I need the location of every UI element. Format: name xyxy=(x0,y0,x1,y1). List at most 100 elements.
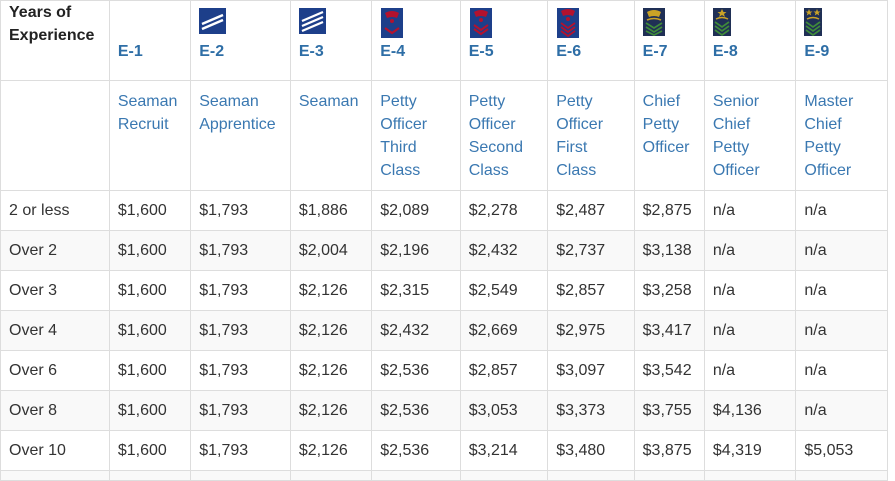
table-row-partial xyxy=(0,470,888,481)
grade-title-e5: Petty Officer Second Class xyxy=(459,80,549,191)
pay-cell: n/a xyxy=(795,390,888,431)
pay-cell: $1,600 xyxy=(108,350,192,391)
grade-code: E-6 xyxy=(556,43,582,60)
pay-cell: n/a xyxy=(795,230,888,271)
pay-cell: $1,793 xyxy=(190,190,291,231)
years-cell: Over 10 xyxy=(0,430,110,471)
table-row: Over 2 $1,600 $1,793 $2,004 $2,196 $2,43… xyxy=(0,230,888,271)
pay-cell: $3,258 xyxy=(633,270,705,311)
grade-header-e5: E-5 xyxy=(459,0,549,81)
senior-chief-petty-officer-icon xyxy=(712,8,731,36)
pay-cell: $2,004 xyxy=(289,230,373,271)
petty-officer-third-class-icon xyxy=(380,8,404,38)
pay-cell: $1,600 xyxy=(108,430,192,471)
years-cell: Over 3 xyxy=(0,270,110,311)
pay-cell: $1,793 xyxy=(190,350,291,391)
pay-cell: $3,097 xyxy=(547,350,635,391)
pay-cell: $2,536 xyxy=(371,350,461,391)
pay-cell: $1,793 xyxy=(190,430,291,471)
grade-header-e2: E-2 xyxy=(190,0,291,81)
pay-cell: n/a xyxy=(703,310,797,351)
pay-cell: $4,136 xyxy=(703,390,797,431)
grade-header-e7: E-7 xyxy=(633,0,705,81)
grade-title-e8: Senior Chief Petty Officer xyxy=(703,80,797,191)
pay-cell: $3,373 xyxy=(547,390,635,431)
grade-code: E-3 xyxy=(298,43,324,60)
two-stripe-icon xyxy=(199,8,227,34)
pay-cell: $1,793 xyxy=(190,230,291,271)
pay-cell: $2,126 xyxy=(289,310,373,351)
pay-cell: $3,755 xyxy=(633,390,705,431)
chief-petty-officer-icon xyxy=(642,8,665,36)
grade-header-e9: E-9 xyxy=(795,0,888,81)
pay-cell: $2,126 xyxy=(289,390,373,431)
pay-cell: $3,542 xyxy=(633,350,705,391)
table-row: Over 3 $1,600 $1,793 $2,126 $2,315 $2,54… xyxy=(0,270,888,311)
grade-header-row: Years of Experience E-1 E-2 xyxy=(0,0,888,81)
grade-header-e1: E-1 xyxy=(108,0,192,81)
pay-cell: $2,857 xyxy=(459,350,549,391)
pay-cell: $2,536 xyxy=(371,390,461,431)
grade-title-e4: Petty Officer Third Class xyxy=(371,80,461,191)
pay-cell: $1,793 xyxy=(190,390,291,431)
pay-cell: $2,487 xyxy=(547,190,635,231)
table-row: Over 10 $1,600 $1,793 $2,126 $2,536 $3,2… xyxy=(0,430,888,471)
pay-cell: n/a xyxy=(703,350,797,391)
pay-cell: n/a xyxy=(703,190,797,231)
grade-title-e6: Petty Officer First Class xyxy=(547,80,635,191)
pay-cell: $3,875 xyxy=(633,430,705,471)
pay-cell: $2,089 xyxy=(371,190,461,231)
pay-cell: $2,737 xyxy=(547,230,635,271)
grade-header-e8: E-8 xyxy=(703,0,797,81)
pay-cell: n/a xyxy=(795,350,888,391)
grade-code: E-9 xyxy=(804,43,830,60)
grade-title-e7: Chief Petty Officer xyxy=(633,80,705,191)
master-chief-petty-officer-icon xyxy=(804,8,823,36)
grade-code: E-4 xyxy=(380,43,406,60)
table-row: 2 or less $1,600 $1,793 $1,886 $2,089 $2… xyxy=(0,190,888,231)
empty-cell xyxy=(0,80,110,191)
table-row: Over 4 $1,600 $1,793 $2,126 $2,432 $2,66… xyxy=(0,310,888,351)
pay-cell: $3,214 xyxy=(459,430,549,471)
pay-cell: $2,432 xyxy=(459,230,549,271)
pay-cell: n/a xyxy=(703,230,797,271)
pay-cell: $2,536 xyxy=(371,430,461,471)
years-cell: Over 2 xyxy=(0,230,110,271)
pay-cell: $3,417 xyxy=(633,310,705,351)
grade-code: E-5 xyxy=(468,43,494,60)
pay-cell: $3,138 xyxy=(633,230,705,271)
pay-cell: $2,315 xyxy=(371,270,461,311)
pay-cell: $2,975 xyxy=(547,310,635,351)
grade-header-e4: E-4 xyxy=(371,0,461,81)
pay-cell: $2,196 xyxy=(371,230,461,271)
table-row: Over 8 $1,600 $1,793 $2,126 $2,536 $3,05… xyxy=(0,390,888,431)
pay-cell: n/a xyxy=(795,270,888,311)
pay-cell: $3,480 xyxy=(547,430,635,471)
petty-officer-first-class-icon xyxy=(556,8,580,38)
grade-header-e3: E-3 xyxy=(289,0,373,81)
pay-cell: $1,600 xyxy=(108,230,192,271)
grade-code: E-7 xyxy=(642,43,668,60)
pay-cell: $4,319 xyxy=(703,430,797,471)
pay-cell: $2,669 xyxy=(459,310,549,351)
table-row: Over 6 $1,600 $1,793 $2,126 $2,536 $2,85… xyxy=(0,350,888,391)
pay-cell: $2,126 xyxy=(289,270,373,311)
pay-cell: $2,126 xyxy=(289,350,373,391)
pay-cell: n/a xyxy=(795,190,888,231)
grade-code: E-8 xyxy=(712,43,738,60)
years-cell: Over 8 xyxy=(0,390,110,431)
grade-title-e9: Master Chief Petty Officer xyxy=(795,80,888,191)
grade-title-e2: Seaman Apprentice xyxy=(190,80,291,191)
pay-cell: $1,886 xyxy=(289,190,373,231)
grade-title-row: Seaman Recruit Seaman Apprentice Seaman … xyxy=(0,80,888,191)
pay-cell: $1,600 xyxy=(108,310,192,351)
pay-cell: $1,600 xyxy=(108,270,192,311)
pay-cell: n/a xyxy=(703,270,797,311)
pay-cell: $5,053 xyxy=(795,430,888,471)
grade-code: E-1 xyxy=(117,43,143,60)
pay-cell: $1,600 xyxy=(108,190,192,231)
years-of-experience-header: Years of Experience xyxy=(0,0,110,81)
grade-header-e6: E-6 xyxy=(547,0,635,81)
pay-cell: $2,432 xyxy=(371,310,461,351)
